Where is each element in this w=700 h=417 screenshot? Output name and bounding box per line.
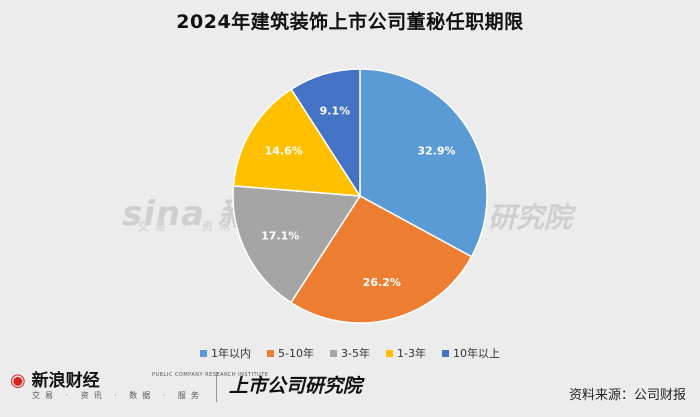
- data-source-note: 资料来源：公司财报: [568, 388, 686, 403]
- legend-swatch: [385, 349, 393, 357]
- legend-item: 5-10年: [267, 345, 314, 361]
- legend-label: 10年以上: [452, 347, 500, 360]
- legend-swatch: [267, 349, 275, 357]
- sina-finance-tagline: 交易 · 资讯 · 数据 · 服务: [32, 391, 204, 400]
- legend-item: 10年以上: [441, 345, 500, 361]
- watermark-institute: 研究院: [488, 201, 573, 234]
- pie-slice-1: [359, 68, 488, 258]
- slice-data-label: 14.6%: [265, 144, 303, 157]
- pie-slice-4: [232, 88, 362, 197]
- watermark-sina-sub: 交易 · 资讯 ·: [138, 220, 256, 233]
- institute-name: 上市公司研究院: [228, 375, 362, 397]
- slice-data-label: 32.9%: [417, 145, 455, 158]
- slice-data-label: 26.2%: [363, 276, 401, 289]
- legend-label: 1年以内: [211, 347, 252, 360]
- legend-label: 3-5年: [341, 347, 370, 360]
- chart-title: 2024年建筑装饰上市公司董秘任职期限: [176, 11, 524, 33]
- sina-finance-brand: ◉ 新浪财经 交易 · 资讯 · 数据 · 服务: [10, 372, 204, 401]
- legend-swatch: [330, 349, 338, 357]
- pie-slice-3: [232, 185, 362, 304]
- slice-data-label: 9.1%: [320, 105, 351, 118]
- pie-slice-2: [289, 195, 473, 324]
- sina-finance-name: 新浪财经: [31, 371, 100, 391]
- legend-item: 3-5年: [330, 345, 370, 361]
- sina-eye-icon: ◉: [10, 370, 26, 391]
- footer-divider: [215, 372, 217, 402]
- pie-chart: 32.9% 26.2% 17.1% 14.6% 9.1%: [232, 68, 488, 324]
- legend-item: 1年以内: [200, 345, 251, 361]
- pie-labels: 32.9% 26.2% 17.1% 14.6% 9.1%: [261, 105, 455, 289]
- sina-finance-logo: ◉ 新浪财经: [10, 370, 204, 391]
- legend-label: 1-3年: [396, 347, 426, 360]
- legend-item: 1-3年: [385, 345, 426, 361]
- pie-slice-5: [290, 68, 361, 199]
- institute-english-name: PUBLIC COMPANY RESEARCH INSTITUTE: [152, 372, 269, 378]
- chart-legend: 1年以内 5-10年 3-5年 1-3年 10年以上: [0, 345, 700, 361]
- pie-slices: [232, 68, 488, 324]
- footer-brands: ◉ 新浪财经 交易 · 资讯 · 数据 · 服务 上市公司研究院: [10, 372, 362, 402]
- legend-swatch: [200, 349, 208, 357]
- slice-data-label: 17.1%: [261, 229, 299, 242]
- legend-swatch: [441, 349, 449, 357]
- legend-label: 5-10年: [278, 347, 315, 360]
